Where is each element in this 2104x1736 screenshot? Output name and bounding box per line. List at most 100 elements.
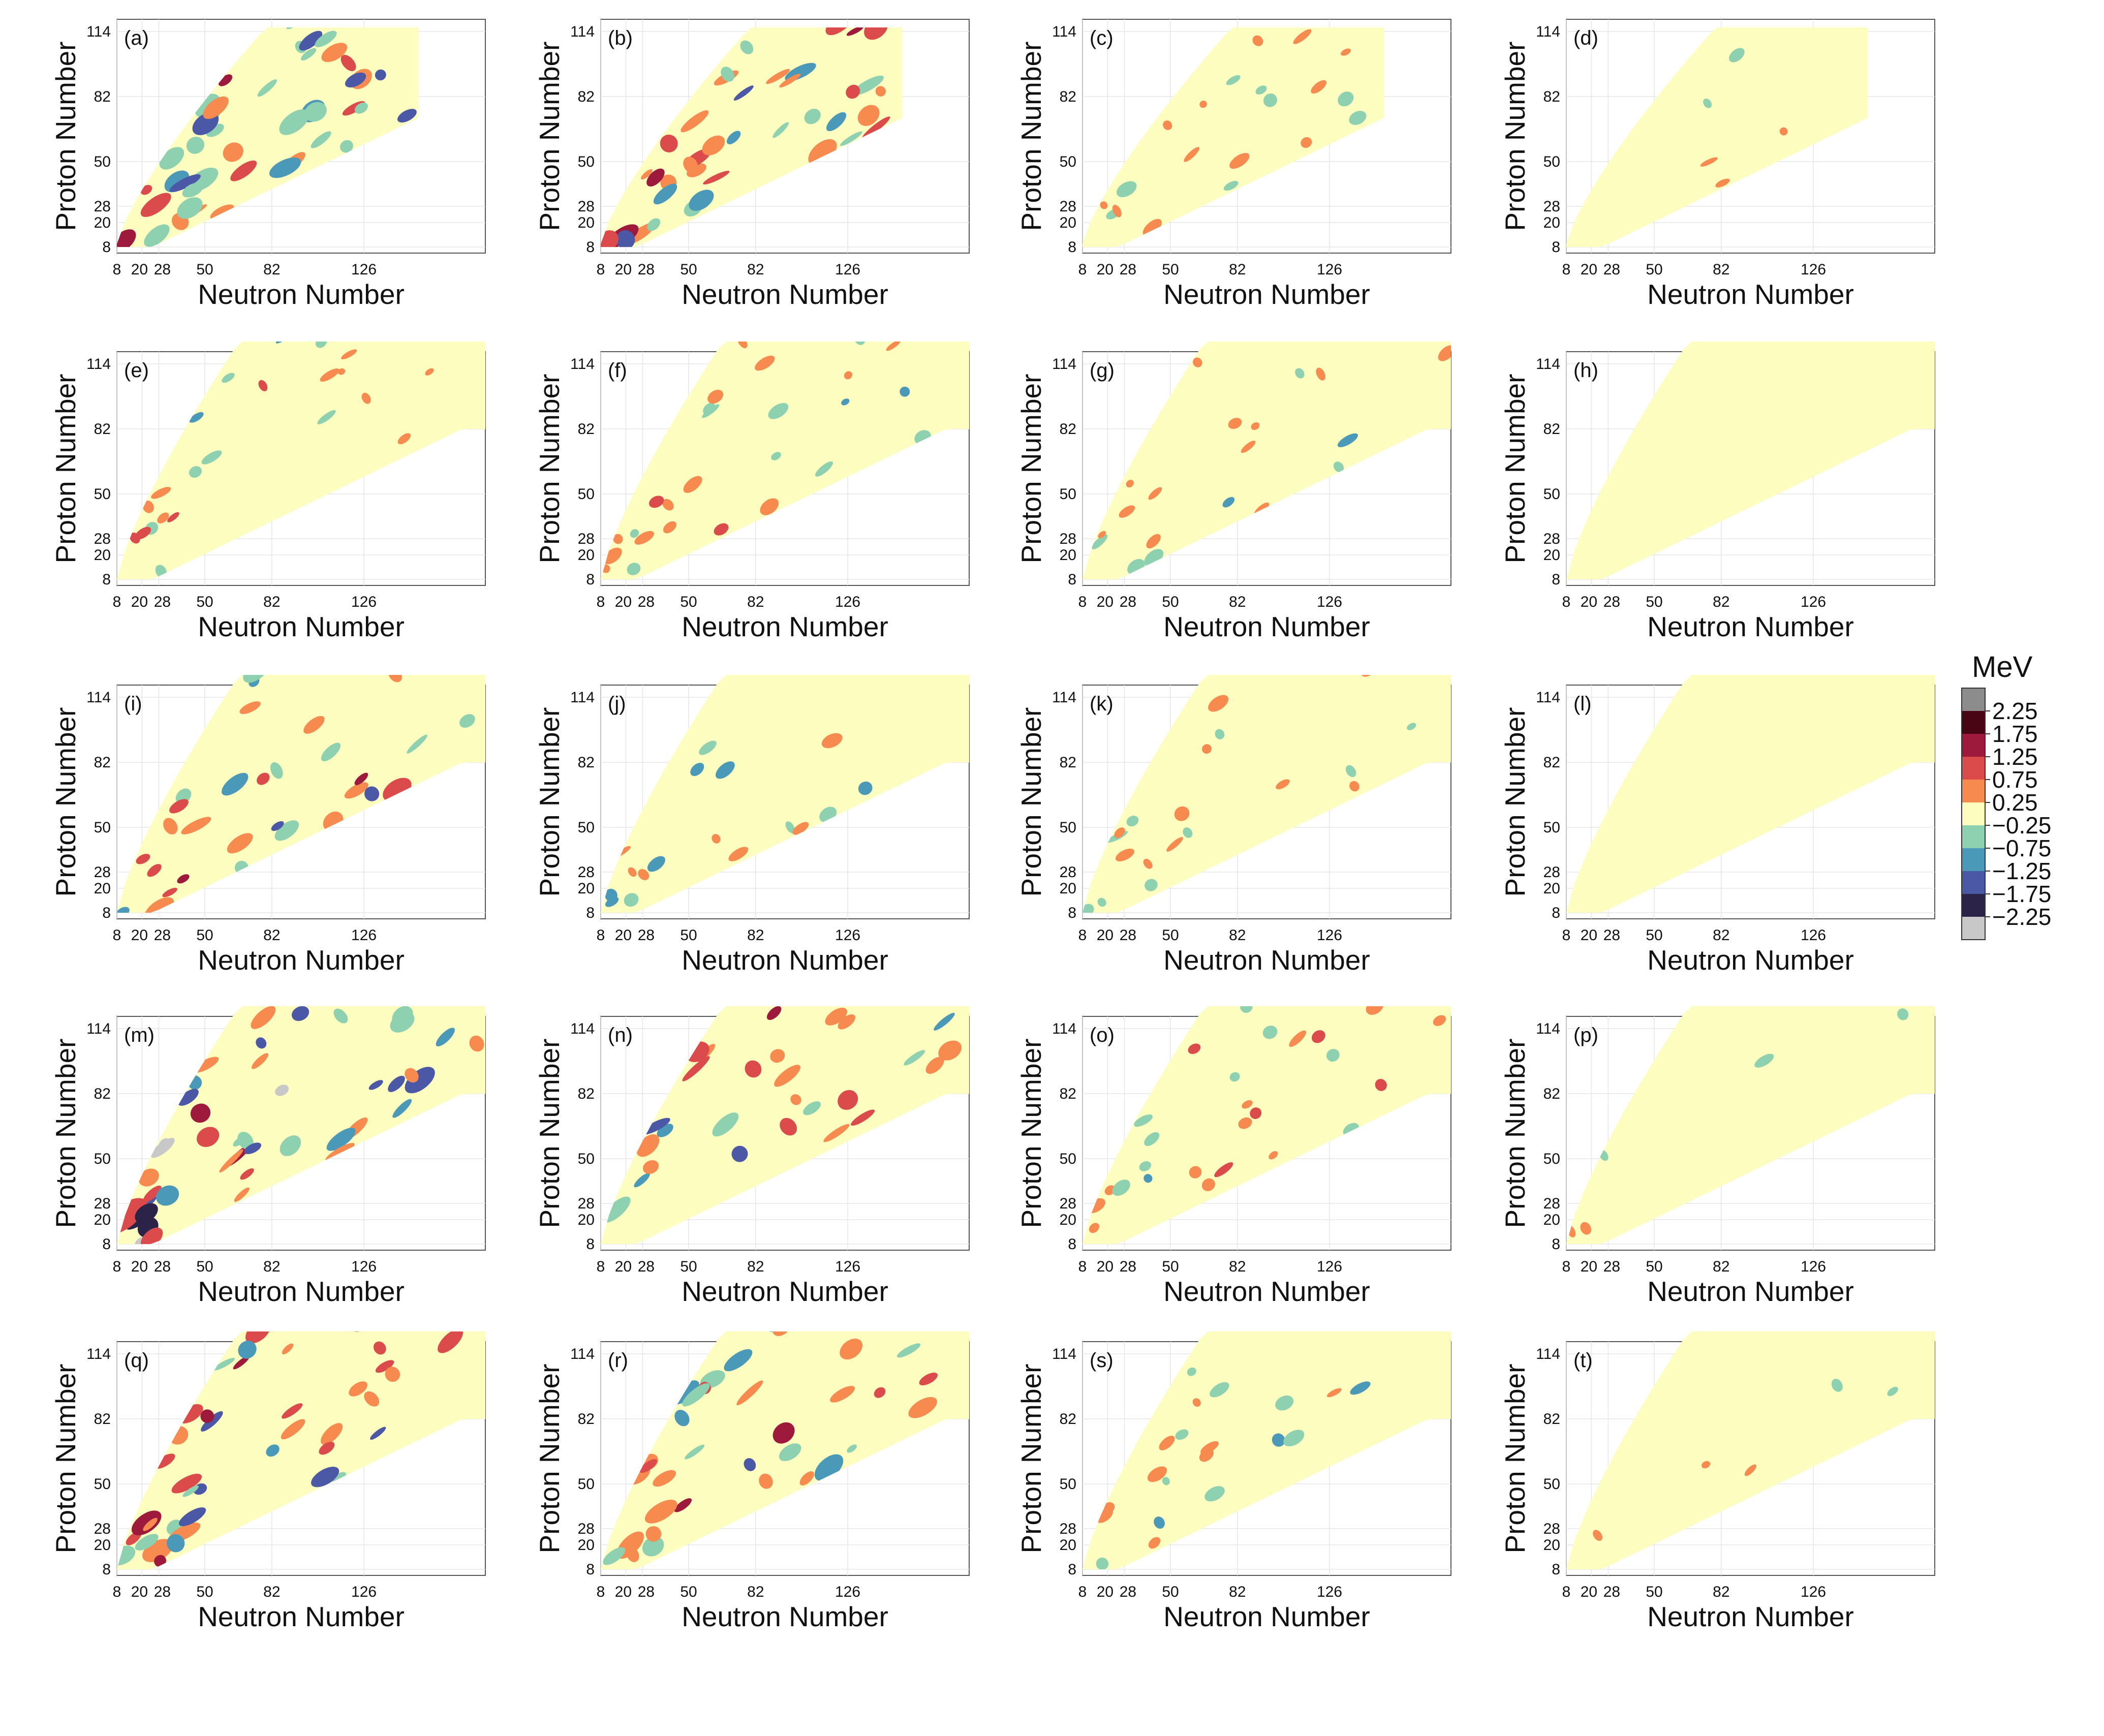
panel-label: (c) (1090, 27, 1113, 49)
contour-blob (1326, 1388, 1342, 1398)
contour-blob (1371, 1250, 1383, 1262)
contour-blob (1700, 157, 1718, 167)
contour-blob (405, 1068, 419, 1083)
y-tick-label: 82 (578, 421, 595, 438)
contour-blob (647, 218, 661, 231)
contour-blob (1126, 816, 1139, 827)
x-tick-label: 28 (154, 261, 171, 278)
contour-blob (218, 74, 233, 86)
contour-blob (448, 1281, 486, 1314)
panel-label: (q) (124, 1349, 149, 1372)
contour-blob (799, 1471, 814, 1485)
contour-blob (711, 834, 721, 844)
y-axis-title: Proton Number (534, 42, 565, 231)
x-tick-label: 28 (1603, 594, 1620, 610)
contour-blob (136, 854, 150, 864)
colorbar-segment (1962, 825, 1985, 848)
contour-blob (1593, 1530, 1603, 1541)
contour-blob (642, 1536, 664, 1557)
contour-blob (223, 142, 243, 162)
y-tick-label: 28 (1060, 1195, 1076, 1212)
x-axis-title: Neutron Number (1163, 944, 1370, 976)
contour-blob (1184, 147, 1200, 162)
x-axis-title: Neutron Number (1163, 611, 1370, 642)
contour-blob (1242, 1100, 1253, 1109)
colorbar-segment (1962, 871, 1985, 894)
contour-blob (772, 655, 790, 670)
y-tick-label: 114 (86, 23, 111, 40)
contour-blob (648, 495, 664, 508)
x-tick-label: 8 (1562, 927, 1571, 944)
contour-blob (702, 404, 720, 418)
contour-blob (904, 919, 923, 939)
contour-blob (771, 452, 781, 460)
contour-blob (190, 1103, 211, 1123)
contour-blob (904, 1050, 925, 1066)
contour-blob (252, 1053, 269, 1069)
x-tick-label: 8 (113, 1258, 121, 1275)
contour-blob (378, 0, 395, 2)
contour-blob (785, 821, 795, 833)
x-tick-label: 28 (1120, 1584, 1136, 1600)
y-tick-label: 50 (578, 1151, 595, 1167)
x-tick-label: 20 (131, 1258, 148, 1275)
y-tick-label: 8 (1552, 571, 1560, 588)
y-tick-label: 114 (570, 689, 595, 706)
contour-blob (814, 1454, 844, 1481)
y-axis-title: Proton Number (1015, 42, 1047, 231)
y-tick-label: 28 (578, 1195, 595, 1212)
x-tick-label: 82 (263, 927, 280, 944)
contour-blob (233, 1136, 245, 1147)
x-tick-label: 8 (113, 594, 121, 610)
y-tick-label: 50 (578, 819, 595, 836)
contour-blob (821, 733, 843, 749)
panel-label: (g) (1090, 359, 1115, 382)
contour-blob (271, 821, 284, 831)
contour-blob (1226, 313, 1244, 329)
contour-blob (327, 327, 342, 341)
y-tick-label: 8 (1552, 239, 1560, 256)
contour-blob (227, 833, 253, 854)
contour-blob (830, 1386, 855, 1403)
contour-blob (1438, 345, 1451, 361)
panel-label: (e) (124, 359, 149, 382)
contour-blob (772, 1422, 795, 1444)
contour-blob (927, 264, 941, 278)
x-tick-label: 50 (1646, 1584, 1662, 1600)
x-axis-title: Neutron Number (1647, 278, 1854, 310)
contour-blob (459, 714, 475, 728)
contour-blob (847, 1444, 857, 1453)
contour-blob (1143, 1174, 1153, 1183)
contour-blob (147, 864, 162, 877)
deviation-contours (602, 919, 962, 1223)
contour-blob (1148, 1537, 1161, 1549)
x-tick-label: 8 (1562, 1584, 1571, 1600)
contour-blob (1148, 487, 1162, 500)
x-tick-label: 126 (835, 927, 860, 944)
contour-blob (639, 1459, 658, 1473)
contour-blob (1188, 1043, 1201, 1055)
contour-blob (682, 1056, 710, 1081)
x-tick-label: 50 (1646, 1258, 1662, 1275)
colorbar-segment (1962, 757, 1985, 780)
deviation-contours (117, 0, 417, 247)
contour-blob (1701, 1461, 1711, 1469)
contour-blob (1744, 1464, 1756, 1476)
contour-blob (189, 466, 202, 478)
x-tick-label: 8 (1078, 1258, 1087, 1275)
contour-blob (707, 389, 724, 404)
contour-blob (142, 500, 154, 513)
x-tick-label: 28 (638, 1584, 655, 1600)
y-tick-label: 28 (94, 531, 111, 547)
colorbar: MeV 2.251.751.250.750.25−0.25−0.75−1.25−… (1961, 650, 2051, 940)
x-tick-label: 28 (1603, 261, 1620, 278)
contour-blob (1092, 534, 1108, 549)
y-axis-title: Proton Number (1015, 374, 1047, 564)
x-axis-title: Neutron Number (1163, 1601, 1370, 1632)
colorbar-label: −0.75 (1992, 835, 2051, 861)
contour-blob (1238, 1117, 1252, 1129)
